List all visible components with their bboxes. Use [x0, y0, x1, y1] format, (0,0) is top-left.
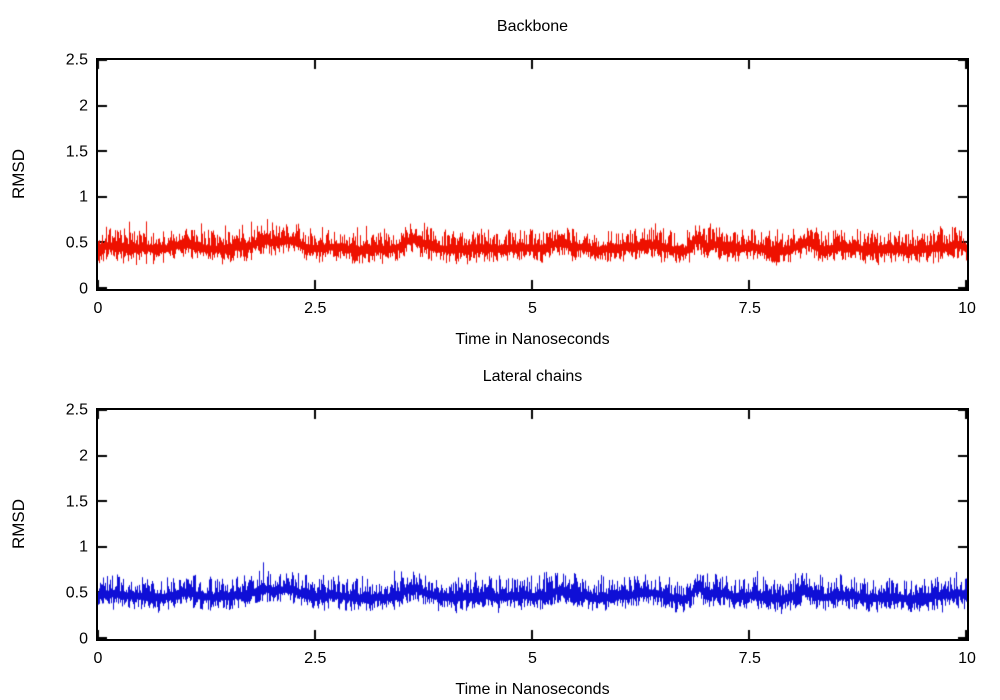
- chart-title-backbone: Backbone: [496, 18, 569, 35]
- lateral-chains-panel: Lateral chains RMSD Time in Nanoseconds …: [0, 350, 1000, 700]
- x-axis-label: Time in Nanoseconds: [455, 331, 610, 348]
- y-tick-label: 0: [79, 280, 88, 298]
- y-tick-label: 1: [79, 538, 88, 556]
- x-tick-label: 7.5: [738, 650, 761, 667]
- plot-area-lateral-chains: [96, 408, 969, 641]
- y-tick-label: 2.5: [65, 51, 88, 69]
- y-tick-label: 1: [79, 188, 88, 206]
- x-axis-label: Time in Nanoseconds: [455, 681, 610, 698]
- y-tick-label: 2: [79, 447, 88, 465]
- chart-title-lateral-chains: Lateral chains: [482, 368, 583, 385]
- y-tick-label: 2: [79, 97, 88, 115]
- x-tick-label: 0: [93, 300, 103, 317]
- x-tick-label: 0: [93, 650, 103, 667]
- x-tick-label: 5: [528, 650, 537, 667]
- y-tick-label: 0: [79, 630, 88, 648]
- x-tick-label: 7.5: [738, 300, 761, 317]
- y-axis-label: RMSD: [9, 498, 28, 550]
- x-tick-label: 5: [528, 300, 537, 317]
- backbone-trace-canvas: [98, 60, 967, 289]
- y-tick-label: 1.5: [65, 493, 88, 511]
- y-tick-label: 0.5: [65, 584, 88, 602]
- y-axis-label: RMSD: [9, 148, 28, 200]
- y-tick-label: 2.5: [65, 401, 88, 419]
- y-tick-label: 0.5: [65, 234, 88, 252]
- y-tick-label: 1.5: [65, 143, 88, 161]
- backbone-panel: Backbone RMSD Time in Nanoseconds 0 2.5 5 7…: [9, 18, 976, 348]
- x-tick-label: 2.5: [304, 650, 327, 667]
- x-tick-label: 2.5: [304, 300, 327, 317]
- plot-area-backbone: [96, 58, 969, 291]
- lateral-chains-trace-canvas: [98, 410, 967, 639]
- x-tick-label: 10: [958, 300, 976, 317]
- x-tick-label: 10: [958, 650, 976, 667]
